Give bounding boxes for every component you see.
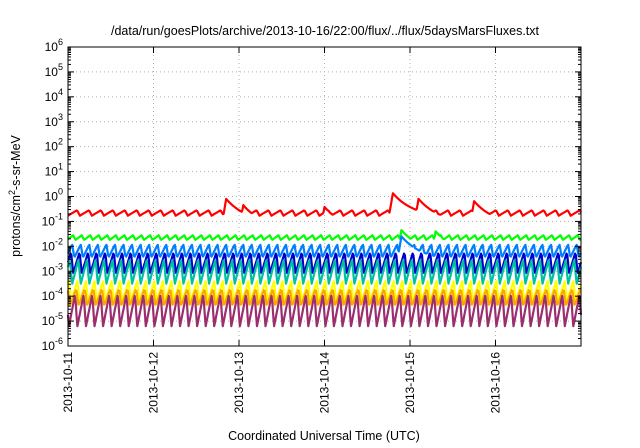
series-line-2 [67, 235, 582, 258]
series-line-3 [66, 252, 583, 274]
y-tick-label: 100 [45, 187, 63, 204]
series-line-6 [66, 289, 582, 306]
x-tick-label: 2013-10-12 [147, 352, 161, 414]
series-line-4 [66, 259, 583, 285]
y-tick-label: 105 [45, 62, 63, 79]
y-tick-label: 106 [45, 37, 63, 54]
series-layer [66, 192, 583, 328]
y-tick-label: 10-2 [42, 236, 63, 253]
y-tick-label: 10-3 [42, 261, 63, 278]
y-tick-label: 102 [45, 137, 63, 154]
x-tick-label: 2013-10-13 [232, 352, 246, 414]
y-tick-label: 10-6 [42, 336, 63, 353]
x-tick-label: 2013-10-16 [489, 352, 503, 414]
series-line-7 [66, 294, 583, 328]
x-tick-label: 2013-10-14 [318, 352, 332, 414]
series-line-0 [67, 192, 582, 217]
y-tick-label: 104 [45, 87, 63, 104]
x-tick-label: 2013-10-11 [61, 352, 75, 413]
y-tick-label: 101 [45, 162, 63, 179]
chart-title: /data/run/goesPlots/archive/2013-10-16/2… [111, 24, 540, 38]
x-tick-label: 2013-10-15 [403, 352, 417, 414]
y-axis: 106 105 104 103 102 101 100 10-1 10-2 10-3 10-4 10-… [42, 37, 581, 353]
x-axis-label: Coordinated Universal Time (UTC) [228, 429, 420, 443]
y-tick-label: 10-4 [42, 286, 63, 303]
x-axis: 2013-10-11 2013-10-12 2013-10-13 2013-10-14… [61, 47, 503, 413]
y-tick-label: 10-1 [42, 211, 63, 228]
series-line-5 [66, 280, 583, 302]
y-tick-label: 103 [45, 112, 63, 129]
y-tick-label: 10-5 [42, 311, 63, 328]
series-line-1 [67, 229, 582, 241]
y-axis-label: protons/cm2-s-sr-MeV [7, 134, 23, 256]
